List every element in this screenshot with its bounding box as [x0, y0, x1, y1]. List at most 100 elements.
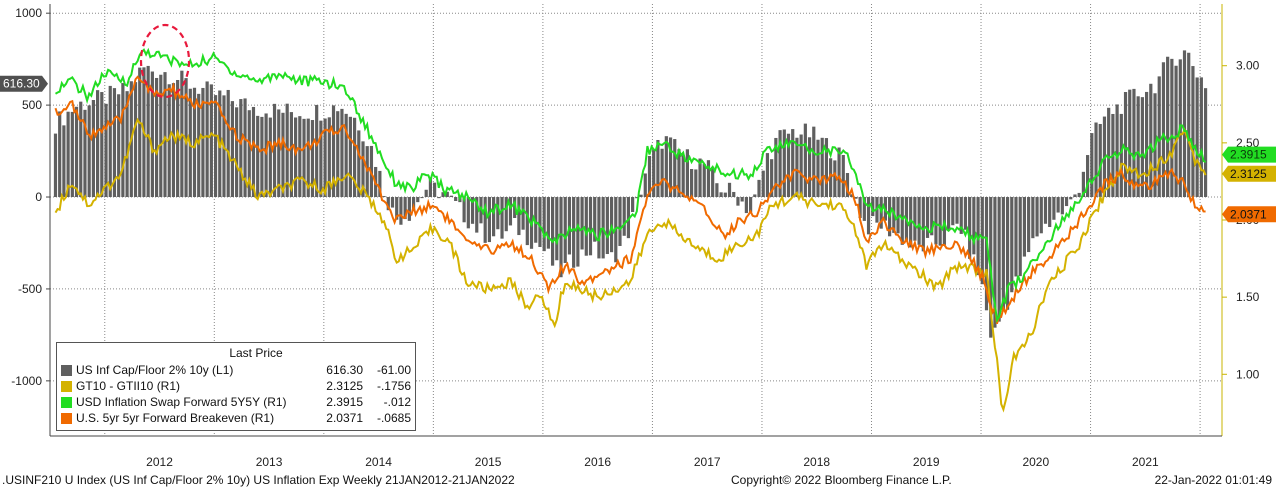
bar: [837, 147, 841, 198]
legend-change: -.0685: [376, 411, 411, 425]
bar: [824, 138, 829, 198]
bar: [765, 153, 770, 198]
bar: [816, 139, 820, 198]
bar: [167, 84, 171, 198]
bar: [622, 197, 626, 236]
bar: [1086, 155, 1090, 198]
bar: [576, 197, 580, 267]
bar: [593, 197, 597, 242]
bar: [1174, 65, 1178, 198]
bar: [631, 197, 635, 213]
bar: [677, 149, 681, 198]
x-tick-label: 2017: [694, 455, 721, 469]
bar: [1022, 197, 1027, 257]
legend-swatch: [61, 396, 72, 408]
bar: [1166, 56, 1170, 198]
bar: [1035, 197, 1039, 237]
bar: [403, 197, 407, 220]
bar: [1073, 194, 1077, 198]
bar: [664, 136, 668, 198]
bar: [833, 160, 837, 198]
bar: [445, 191, 449, 198]
bar: [1115, 104, 1119, 198]
bar: [1149, 83, 1153, 198]
bar: [70, 111, 74, 198]
bar: [1170, 58, 1174, 198]
bar: [352, 117, 357, 198]
bar: [235, 107, 239, 198]
label-text: 2.0371: [1230, 207, 1267, 221]
bar: [698, 158, 702, 198]
bar: [504, 197, 508, 232]
bar: [702, 164, 706, 198]
bar: [1001, 197, 1005, 311]
bar: [572, 197, 576, 268]
bar: [475, 197, 479, 233]
bar: [416, 197, 420, 203]
bar: [74, 106, 79, 198]
bar: [378, 170, 382, 198]
dashed-circle-annotation: [139, 23, 191, 99]
bar: [643, 173, 647, 198]
bar: [959, 197, 963, 234]
bar: [1123, 92, 1128, 198]
bar: [1090, 133, 1094, 198]
bar: [66, 111, 70, 198]
bar: [744, 197, 748, 214]
bar: [104, 103, 108, 198]
legend: Last Price US Inf Cap/Floor 2% 10y (L1) 6…: [56, 342, 416, 431]
bar: [605, 197, 609, 255]
bar: [294, 117, 298, 198]
bar: [125, 91, 129, 198]
bar: [348, 116, 352, 198]
bar: [1056, 197, 1060, 213]
legend-change: -.1756: [376, 379, 411, 393]
bar: [302, 118, 306, 198]
bar: [538, 197, 542, 247]
bar: [487, 197, 491, 243]
x-tick-label: 2019: [913, 455, 940, 469]
bar: [563, 197, 567, 263]
bar: [184, 78, 188, 198]
bar: [336, 111, 340, 198]
x-tick-label: 2013: [256, 455, 283, 469]
bar: [980, 197, 984, 285]
last-price-label-right: 2.3915: [1222, 146, 1276, 163]
bar: [984, 197, 989, 311]
last-price-label-right: 2.0371: [1222, 206, 1276, 223]
legend-name: USD Inflation Swap Forward 5Y5Y (R1): [76, 395, 287, 409]
bar: [997, 197, 1001, 322]
bar: [807, 137, 812, 198]
bar: [441, 192, 445, 198]
bar: [1052, 197, 1056, 220]
bar: [133, 82, 138, 198]
bar: [470, 197, 475, 224]
bar: [251, 106, 256, 198]
legend-name: U.S. 5yr 5yr Forward Breakeven (R1): [76, 411, 275, 425]
bar: [963, 197, 968, 230]
bar: [917, 197, 921, 245]
bar: [437, 197, 441, 199]
bar: [1107, 107, 1111, 198]
bar: [803, 123, 807, 198]
bar: [736, 197, 740, 206]
bar: [546, 197, 550, 249]
bar: [660, 148, 664, 198]
bar: [618, 197, 622, 246]
bar: [1094, 122, 1098, 198]
legend-value: 616.30: [326, 363, 363, 377]
bar: [854, 197, 858, 199]
legend-name: US Inf Cap/Floor 2% 10y (L1): [76, 363, 234, 377]
bar: [1128, 89, 1132, 198]
footer-timestamp: 22-Jan-2022 01:01:49: [1154, 473, 1272, 487]
bar: [946, 197, 951, 231]
bar: [786, 133, 791, 198]
bar: [390, 197, 395, 208]
bar: [850, 194, 854, 198]
bar: [858, 197, 862, 219]
series-line-2: [55, 47, 1207, 324]
bar: [626, 197, 631, 239]
bar: [778, 130, 782, 198]
bar: [1136, 96, 1140, 198]
bar: [53, 133, 58, 198]
